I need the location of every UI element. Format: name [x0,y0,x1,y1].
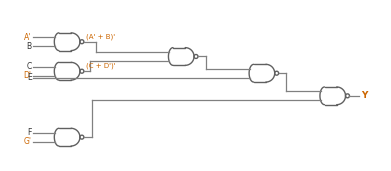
Text: (A' + B)': (A' + B)' [86,33,115,40]
Text: Y: Y [361,91,367,100]
Text: A': A' [24,33,32,42]
Text: F: F [27,128,32,137]
Text: (C + D')': (C + D')' [86,63,115,69]
Text: G': G' [24,137,32,146]
Text: C: C [27,62,32,71]
Text: E: E [27,73,32,82]
Text: D': D' [24,71,32,80]
Text: B: B [27,42,32,51]
